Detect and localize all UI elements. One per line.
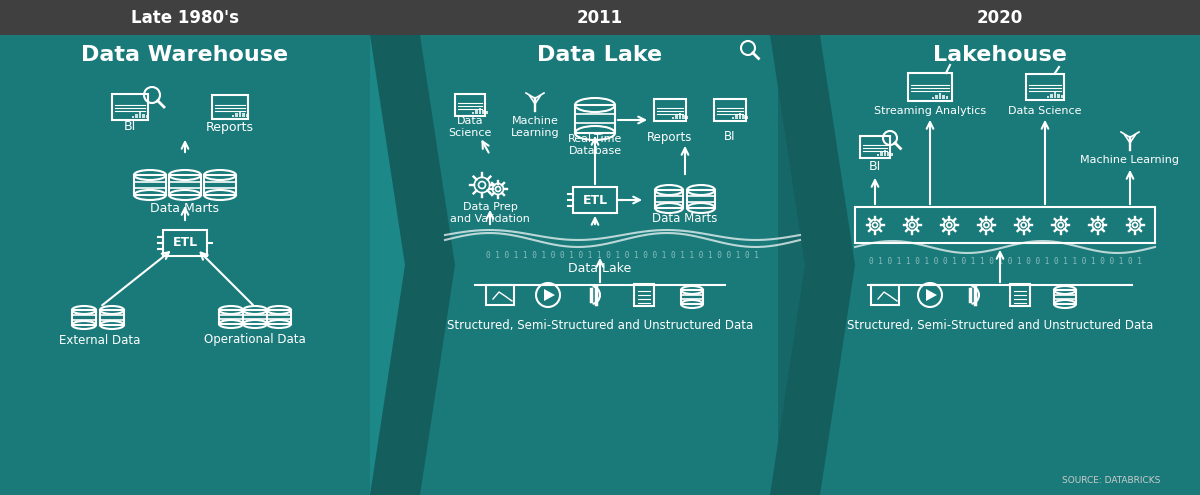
Polygon shape [398,35,450,495]
Text: Machine Learning: Machine Learning [1080,155,1180,165]
Bar [739,113,742,119]
Bar [686,190,715,208]
Text: SOURCE: DATABRICKS: SOURCE: DATABRICKS [1062,476,1160,485]
Bar [134,175,166,195]
Bar [242,112,245,117]
Polygon shape [370,35,430,495]
Bar [475,110,478,114]
Bar [881,152,883,156]
Text: BI: BI [725,131,736,144]
Text: Late 1980's: Late 1980's [131,9,239,27]
Bar [246,114,248,117]
Bar [232,114,234,117]
Bar [877,153,880,156]
Bar [679,113,682,119]
Text: 0 1 0 1 1 0 1 0 0 1 0 1 1 0 1 0 1 0 0 1 0 1 1 0 1 0 0 1 0 1: 0 1 0 1 1 0 1 0 0 1 0 1 1 0 1 0 1 0 0 1 … [869,257,1141,266]
Bar [479,108,481,114]
Text: Lakehouse: Lakehouse [934,45,1067,65]
Text: Data
Science: Data Science [449,116,492,138]
Text: 2020: 2020 [977,9,1024,27]
Text: External Data: External Data [59,334,140,346]
Bar [239,111,241,117]
Bar [935,95,937,99]
Bar [685,116,689,119]
Bar [420,35,810,495]
Text: Data Lake: Data Lake [569,261,631,275]
Bar [139,112,142,118]
Polygon shape [778,35,830,495]
Polygon shape [370,35,455,495]
Bar [800,35,1200,495]
Polygon shape [926,289,937,301]
Bar [266,310,292,324]
Bar [1057,94,1060,98]
Bar [634,284,654,306]
Bar [472,111,474,114]
Bar [486,285,514,305]
Bar [575,105,616,133]
Bar [676,115,678,119]
Text: Streaming Analytics: Streaming Analytics [874,106,986,116]
Bar [136,114,138,118]
Text: 2011: 2011 [577,9,623,27]
Text: Reports: Reports [206,120,254,134]
Text: Structured, Semi-Structured and Unstructured Data: Structured, Semi-Structured and Unstruct… [847,318,1153,332]
Bar [743,114,745,119]
Text: Reports: Reports [647,131,692,144]
Bar [745,116,749,119]
Text: Machine
Learning: Machine Learning [511,116,559,138]
Bar [871,285,899,305]
Text: Data Lake: Data Lake [538,45,662,65]
Text: Data Warehouse: Data Warehouse [82,45,288,65]
Text: BI: BI [869,160,881,174]
Bar [1010,284,1030,306]
Bar [672,116,674,119]
Bar [132,115,134,118]
Text: Data Marts: Data Marts [150,201,220,214]
Text: ETL: ETL [582,194,607,206]
Polygon shape [544,289,554,301]
Bar [100,310,124,325]
Bar [883,150,887,156]
Bar [0,35,398,495]
Bar [169,175,202,195]
Bar [682,290,703,304]
Bar [145,115,149,118]
Text: Data Prep
and Validation: Data Prep and Validation [450,202,530,224]
Text: Data Marts: Data Marts [653,211,718,225]
Bar [398,35,802,495]
Text: Real-Time
Database: Real-Time Database [568,134,622,156]
Text: BI: BI [124,120,136,134]
Bar [204,175,236,195]
Bar [732,116,734,119]
Bar [736,115,738,119]
Bar [942,95,944,99]
Bar [0,0,1200,35]
Bar [143,113,145,118]
Bar [931,97,935,99]
Bar [683,114,685,119]
Bar [482,109,485,114]
Text: Data Science: Data Science [1008,106,1081,116]
Bar [220,310,242,324]
Bar [486,111,488,114]
Bar [655,190,683,208]
Bar [1050,94,1052,98]
Bar [242,310,266,324]
Polygon shape [770,35,854,495]
Bar [1054,290,1076,304]
Text: Structured, Semi-Structured and Unstructured Data: Structured, Semi-Structured and Unstruct… [446,318,754,332]
Bar [72,310,96,325]
Bar [235,113,238,117]
Bar [938,93,941,99]
Text: 0 1 0 1 1 0 1 0 0 1 0 1 1 0 1 0 1 0 0 1 0 1 1 0 1 0 0 1 0 1: 0 1 0 1 1 0 1 0 0 1 0 1 1 0 1 0 1 0 0 1 … [486,250,758,259]
Bar [1054,92,1056,98]
Bar [1046,96,1049,98]
Text: Operational Data: Operational Data [204,334,306,346]
Bar [890,153,893,156]
Bar [887,151,889,156]
Bar [1061,95,1063,98]
Text: ETL: ETL [173,237,198,249]
Bar [946,96,948,99]
